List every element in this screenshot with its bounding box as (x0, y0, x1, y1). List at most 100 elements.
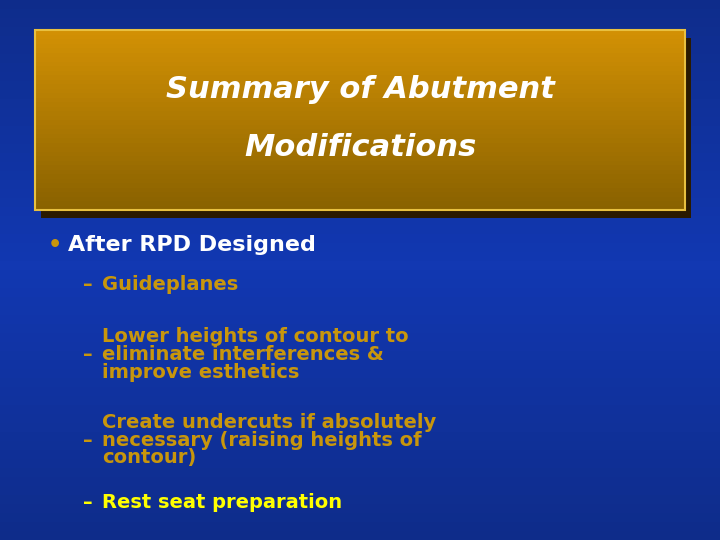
Text: –: – (84, 346, 93, 365)
Bar (35, 39, 685, 44)
Text: Create undercuts if absolutely: Create undercuts if absolutely (102, 413, 436, 431)
Bar (35, 152, 685, 156)
Bar (35, 84, 685, 89)
Bar (0, 180, 720, 189)
Bar (35, 129, 685, 133)
Bar (0, 162, 720, 171)
Bar (35, 165, 685, 170)
Bar (0, 36, 720, 45)
Bar (0, 207, 720, 216)
Bar (0, 387, 720, 396)
Bar (0, 261, 720, 270)
Bar (35, 93, 685, 98)
Bar (35, 98, 685, 102)
Bar (0, 117, 720, 126)
Bar (35, 71, 685, 75)
Bar (0, 90, 720, 99)
Bar (0, 342, 720, 351)
Bar (35, 66, 685, 71)
Bar (0, 153, 720, 162)
Bar (35, 102, 685, 106)
Bar (35, 125, 685, 129)
Bar (0, 18, 720, 27)
Bar (35, 183, 685, 187)
Bar (0, 198, 720, 207)
Bar (0, 441, 720, 450)
Bar (35, 143, 685, 147)
Bar (0, 459, 720, 468)
Bar (35, 116, 685, 120)
Bar (0, 216, 720, 225)
Text: •: • (48, 235, 62, 255)
Bar (0, 531, 720, 540)
Text: –: – (84, 275, 93, 294)
Text: Summary of Abutment: Summary of Abutment (166, 76, 554, 105)
Bar (0, 99, 720, 108)
Bar (35, 179, 685, 183)
Bar (0, 297, 720, 306)
Bar (35, 174, 685, 179)
Text: Modifications: Modifications (244, 133, 476, 163)
Bar (0, 63, 720, 72)
Bar (0, 360, 720, 369)
Bar (0, 504, 720, 513)
Bar (35, 147, 685, 152)
Text: improve esthetics: improve esthetics (102, 363, 300, 382)
Bar (0, 270, 720, 279)
Bar (0, 9, 720, 18)
Bar (0, 477, 720, 486)
Bar (0, 369, 720, 378)
Bar (0, 396, 720, 405)
Bar (0, 486, 720, 495)
Bar (0, 108, 720, 117)
Bar (35, 35, 685, 39)
Bar (0, 414, 720, 423)
Bar (35, 89, 685, 93)
Text: –: – (84, 430, 93, 449)
Bar (35, 170, 685, 174)
Bar (35, 160, 685, 165)
Text: After RPD Designed: After RPD Designed (68, 235, 316, 255)
Bar (0, 378, 720, 387)
Text: Lower heights of contour to: Lower heights of contour to (102, 327, 409, 347)
Bar (0, 423, 720, 432)
Bar (0, 324, 720, 333)
Bar (41, 38, 691, 218)
Bar (0, 81, 720, 90)
Bar (0, 333, 720, 342)
Bar (35, 201, 685, 206)
Bar (0, 189, 720, 198)
Bar (35, 30, 685, 210)
Bar (0, 126, 720, 135)
Bar (35, 57, 685, 62)
Bar (0, 234, 720, 243)
Text: –: – (84, 492, 93, 511)
Bar (35, 133, 685, 138)
Bar (0, 54, 720, 63)
Bar (35, 120, 685, 125)
Bar (0, 243, 720, 252)
Bar (0, 72, 720, 81)
Bar (35, 52, 685, 57)
Text: Guideplanes: Guideplanes (102, 275, 238, 294)
Bar (0, 522, 720, 531)
Bar (35, 44, 685, 48)
Bar (35, 30, 685, 35)
Bar (0, 225, 720, 234)
Bar (0, 351, 720, 360)
Bar (35, 62, 685, 66)
Bar (0, 0, 720, 9)
Bar (35, 206, 685, 210)
Bar (0, 513, 720, 522)
Text: contour): contour) (102, 449, 197, 468)
Bar (0, 432, 720, 441)
Bar (35, 197, 685, 201)
Bar (0, 252, 720, 261)
Bar (0, 468, 720, 477)
Bar (0, 450, 720, 459)
Bar (35, 79, 685, 84)
Bar (35, 106, 685, 111)
Bar (0, 279, 720, 288)
Bar (35, 48, 685, 52)
Bar (35, 111, 685, 116)
